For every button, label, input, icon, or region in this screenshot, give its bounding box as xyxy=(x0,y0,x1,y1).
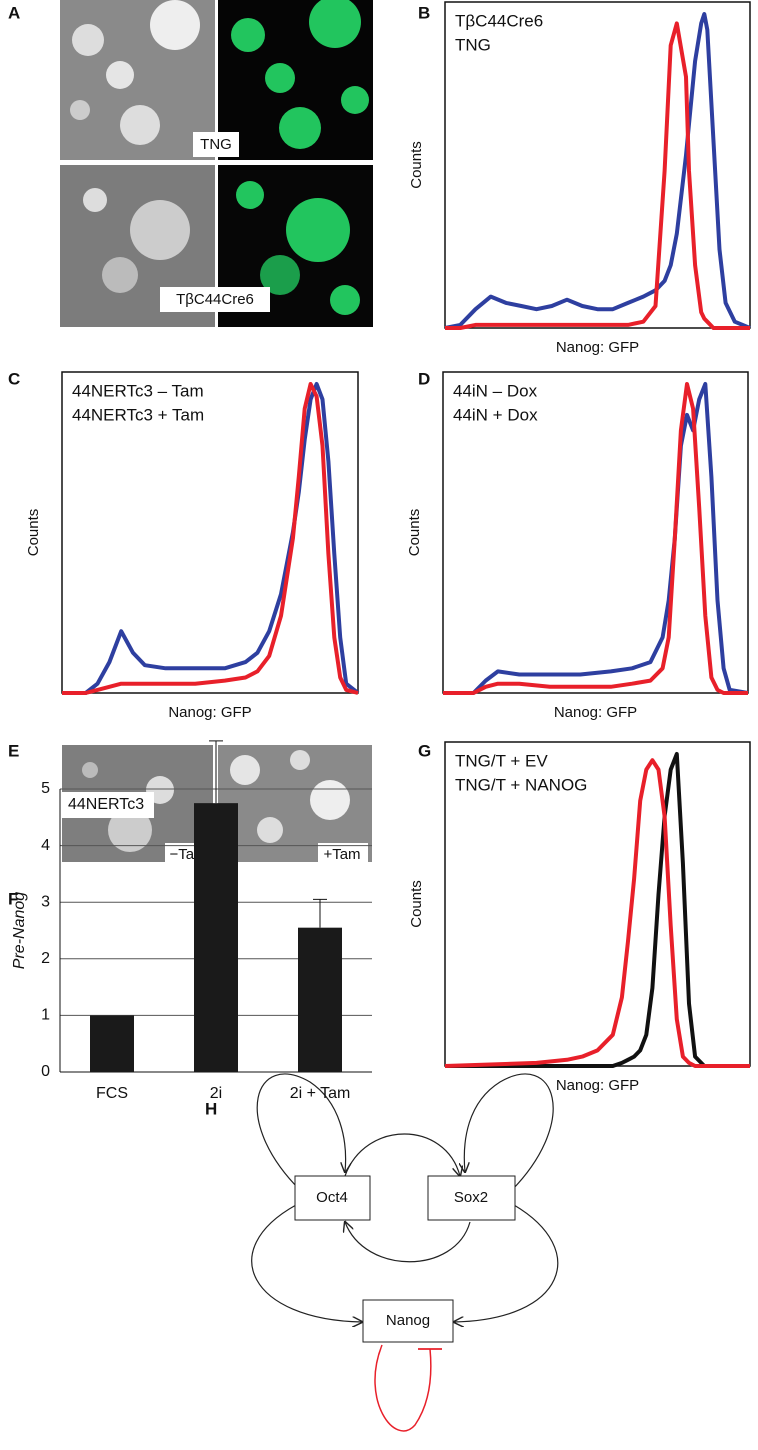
y-axis-label: Counts xyxy=(408,880,425,928)
histogram-line xyxy=(444,12,751,330)
histogram-line xyxy=(445,752,750,1068)
image-caption: TβC44Cre6 xyxy=(176,291,254,308)
x-tick-label: 2i + Tam xyxy=(290,1085,351,1102)
plot-frame xyxy=(61,371,359,694)
y-tick-label: 1 xyxy=(41,1007,50,1024)
x-axis-label: Nanog: GFP xyxy=(554,704,637,721)
plot-frame xyxy=(444,1,751,329)
y-axis-label: Counts xyxy=(408,141,425,189)
annotation: 44NERTc3 xyxy=(68,796,144,813)
image-caption: +Tam xyxy=(323,846,360,863)
network-diagram: H Oct4 Sox2 Nanog xyxy=(205,1073,559,1432)
legend-entry: 44NERTc3 + Tam xyxy=(72,405,204,424)
panel-label: B xyxy=(418,3,430,22)
node-label: Sox2 xyxy=(454,1189,488,1206)
x-tick-label: FCS xyxy=(96,1085,128,1102)
legend-entry: TNG xyxy=(455,35,491,54)
panel-label: E xyxy=(8,741,19,760)
legend-entry: 44NERTc3 – Tam xyxy=(72,381,204,400)
y-tick-label: 4 xyxy=(41,837,50,854)
legend-entry: TNG/T + EV xyxy=(455,751,548,770)
panel-label: H xyxy=(205,1099,217,1118)
x-axis-label: Nanog: GFP xyxy=(556,1077,639,1094)
annotation-box xyxy=(62,792,154,818)
x-tick-label: 2i xyxy=(210,1085,222,1102)
histogram-line xyxy=(62,382,360,695)
histogram-line xyxy=(444,758,750,1068)
x-axis-label: Nanog: GFP xyxy=(168,704,251,721)
image-caption: TNG xyxy=(200,136,232,153)
panel-label: G xyxy=(418,741,431,760)
panel-label: A xyxy=(8,3,20,22)
legend-entry: 44iN + Dox xyxy=(453,405,538,424)
y-tick-label: 5 xyxy=(41,780,50,797)
node-label: Oct4 xyxy=(316,1189,348,1206)
legend-entry: 44iN – Dox xyxy=(453,381,538,400)
panel-label: D xyxy=(418,369,430,388)
panel-label: C xyxy=(8,369,20,388)
micrographs-a: TNG TβC44Cre6 A xyxy=(8,0,373,327)
y-tick-label: 0 xyxy=(41,1063,50,1080)
y-tick-label: 3 xyxy=(41,893,50,910)
node-label: Nanog xyxy=(386,1312,430,1329)
bar xyxy=(194,803,238,1072)
y-axis-label: Pre-Nanog xyxy=(11,892,28,969)
y-axis-label: Counts xyxy=(25,509,42,557)
histogram-line xyxy=(62,382,359,695)
y-tick-label: 2 xyxy=(41,950,50,967)
bar xyxy=(298,927,342,1072)
x-axis-label: Nanog: GFP xyxy=(556,339,639,356)
legend-entry: TNG/T + NANOG xyxy=(455,775,587,794)
plot-frame xyxy=(442,371,749,694)
histogram-line xyxy=(443,382,749,695)
y-axis-label: Counts xyxy=(406,509,423,557)
legend-entry: TβC44Cre6 xyxy=(455,11,543,30)
histogram-line xyxy=(443,382,748,695)
bar xyxy=(90,1015,134,1072)
panel-label: F xyxy=(8,889,18,908)
histogram-line xyxy=(445,21,750,330)
